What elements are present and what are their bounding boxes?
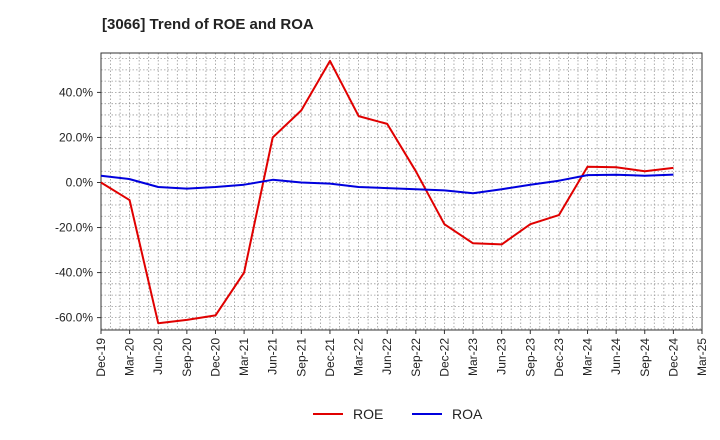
x-tick-label: Jun-21 xyxy=(266,338,280,375)
plot-border xyxy=(100,52,703,331)
x-tick-label: Sep-24 xyxy=(638,338,652,377)
legend-label-roa: ROA xyxy=(452,406,483,422)
x-tick-label: Dec-23 xyxy=(552,338,566,377)
legend-label-roe: ROE xyxy=(353,406,383,422)
x-tick-label: Dec-21 xyxy=(323,338,337,377)
x-tick-label: Mar-22 xyxy=(352,338,366,376)
x-tick-label: Mar-20 xyxy=(123,338,137,376)
x-tick-label: Dec-19 xyxy=(94,338,108,377)
y-tick-label: 0.0% xyxy=(66,175,94,189)
x-tick-label: Mar-21 xyxy=(237,338,251,376)
y-tick-label: -40.0% xyxy=(55,266,93,280)
y-tick-label: -60.0% xyxy=(55,311,93,325)
x-tick-label: Mar-25 xyxy=(695,338,709,376)
x-tick-label: Sep-22 xyxy=(409,338,423,377)
x-tick-label: Dec-22 xyxy=(437,338,451,377)
series-line-roa xyxy=(100,173,674,195)
x-tick-label: Mar-23 xyxy=(466,338,480,376)
x-tick-label: Jun-20 xyxy=(151,338,165,375)
x-tick-label: Jun-23 xyxy=(495,338,509,375)
x-tick-label: Sep-21 xyxy=(294,338,308,377)
x-tick-label: Dec-20 xyxy=(208,338,222,377)
y-tick-label: -20.0% xyxy=(55,221,93,235)
x-tick-label: Jun-22 xyxy=(380,338,394,375)
series-line-roe xyxy=(100,59,674,325)
x-tick-label: Jun-24 xyxy=(609,338,623,375)
x-tick-label: Sep-20 xyxy=(180,338,194,377)
y-tick-label: 20.0% xyxy=(59,130,93,144)
y-tick-label: 40.0% xyxy=(59,85,93,99)
chart-title: [3066] Trend of ROE and ROA xyxy=(102,16,314,33)
x-tick-label: Mar-24 xyxy=(581,338,595,376)
x-tick-label: Sep-23 xyxy=(523,338,537,377)
plot-area xyxy=(101,53,702,330)
x-tick-label: Dec-24 xyxy=(666,338,680,377)
